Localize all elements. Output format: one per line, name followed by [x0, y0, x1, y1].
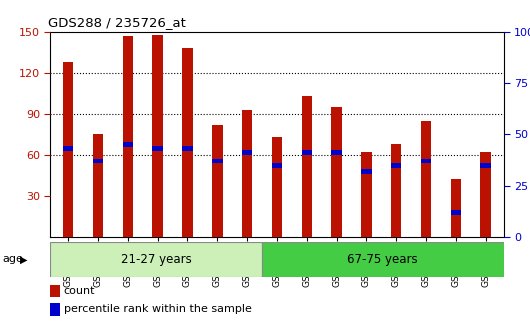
Bar: [480, 163, 491, 168]
Bar: [93, 134, 103, 237]
Bar: [122, 142, 133, 147]
Bar: [391, 144, 401, 237]
Text: 67-75 years: 67-75 years: [347, 253, 418, 266]
Bar: [63, 146, 74, 151]
Bar: [331, 107, 342, 237]
Bar: [262, 242, 504, 277]
Bar: [302, 96, 312, 237]
Text: percentile rank within the sample: percentile rank within the sample: [64, 304, 251, 314]
Bar: [242, 151, 252, 155]
Bar: [182, 48, 193, 237]
Bar: [450, 210, 461, 215]
Bar: [212, 159, 223, 163]
Bar: [480, 152, 491, 237]
Bar: [361, 152, 372, 237]
Text: ▶: ▶: [20, 254, 28, 264]
Bar: [50, 242, 262, 277]
Text: GDS288 / 235726_at: GDS288 / 235726_at: [48, 16, 186, 29]
Bar: [242, 110, 252, 237]
Bar: [63, 62, 74, 237]
Bar: [182, 146, 193, 151]
Text: count: count: [64, 286, 95, 296]
Bar: [391, 163, 401, 168]
Bar: [153, 146, 163, 151]
Text: age: age: [2, 254, 23, 264]
Bar: [272, 163, 282, 168]
Bar: [122, 36, 133, 237]
Bar: [93, 159, 103, 163]
Bar: [450, 179, 461, 237]
Text: 21-27 years: 21-27 years: [121, 253, 191, 266]
Bar: [421, 121, 431, 237]
Bar: [272, 137, 282, 237]
Bar: [421, 159, 431, 163]
Bar: [153, 35, 163, 237]
Bar: [331, 151, 342, 155]
Bar: [361, 169, 372, 174]
Bar: [302, 151, 312, 155]
Bar: [212, 125, 223, 237]
